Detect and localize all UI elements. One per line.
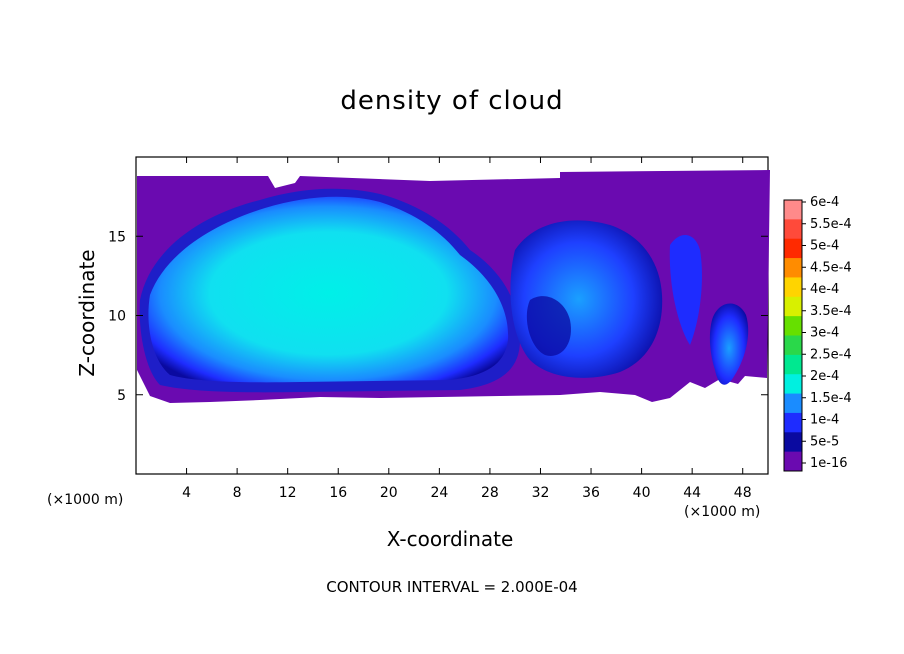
colorbar-label: 5e-5	[810, 434, 839, 449]
x-tick-label: 16	[329, 485, 347, 501]
y-axis-label: Z-coordinate	[75, 249, 99, 377]
colorbar-segment	[784, 258, 802, 278]
colorbar-label: 6e-4	[810, 195, 839, 210]
x-tick-label: 12	[279, 485, 297, 501]
colorbar-label: 2e-4	[810, 369, 839, 384]
colorbar-label: 5e-4	[810, 239, 839, 254]
colorbar-segment	[784, 200, 802, 220]
chart-title: density of cloud	[340, 86, 564, 116]
colorbar-label: 4.5e-4	[810, 260, 852, 275]
x-tick-label: 28	[481, 485, 499, 501]
colorbar-segment	[784, 335, 802, 356]
y-axis: 5 10 15	[108, 229, 768, 404]
x-tick-label: 8	[233, 485, 242, 501]
x-tick-label: 4	[182, 485, 191, 501]
colorbar-segment	[784, 354, 802, 375]
colorbar-label: 4e-4	[810, 282, 839, 297]
y-tick-label: 5	[117, 388, 126, 404]
x-tick-label: 44	[683, 485, 701, 501]
y-tick-label: 10	[108, 309, 126, 325]
colorbar-segment	[784, 393, 802, 414]
colorbar-frame	[783, 199, 803, 472]
colorbar-label: 1e-4	[810, 413, 839, 428]
colorbar-segment	[784, 412, 802, 433]
colorbar-segment	[784, 316, 802, 336]
x-tick-label: 36	[582, 485, 600, 501]
x-tick-label: 20	[380, 485, 398, 501]
colorbar-label: 5.5e-4	[810, 217, 852, 232]
y-tick-label: 15	[108, 229, 126, 245]
small-tower	[669, 234, 702, 345]
colorbar: 6e-4 5.5e-4 5e-4 4.5e-4 4e-4 3.5e-4 3e-4 2.5e-4…	[783, 195, 852, 472]
x-tick-label: 48	[734, 485, 752, 501]
colorbar-segment	[784, 432, 802, 453]
x-unit-left: (×1000 m)	[47, 492, 124, 508]
colorbar-segment	[784, 451, 802, 472]
colorbar-segment	[784, 296, 802, 317]
colorbar-segment	[784, 374, 802, 395]
colorbar-label: 1.5e-4	[810, 391, 852, 406]
secondary-filaments	[526, 296, 571, 356]
main-cloud-core	[148, 196, 509, 383]
x-axis: 4 8 12 16 20 24 28 32 36 40 44 48	[182, 157, 752, 501]
colorbar-label: 3.5e-4	[810, 304, 852, 319]
colorbar-segment	[784, 219, 802, 240]
colorbar-label: 1e-16	[810, 456, 848, 471]
x-tick-label: 24	[430, 485, 448, 501]
colorbar-segment	[784, 238, 802, 259]
tower-x47	[709, 303, 749, 385]
contour-interval: CONTOUR INTERVAL = 2.000E-04	[326, 578, 578, 596]
colorbar-label: 2.5e-4	[810, 347, 852, 362]
x-axis-label: X-coordinate	[386, 527, 514, 551]
x-tick-label: 40	[633, 485, 651, 501]
x-tick-label: 32	[532, 485, 550, 501]
colorbar-segment	[784, 277, 802, 298]
x-unit-right: (×1000 m)	[684, 504, 761, 520]
colorbar-label: 3e-4	[810, 326, 839, 341]
